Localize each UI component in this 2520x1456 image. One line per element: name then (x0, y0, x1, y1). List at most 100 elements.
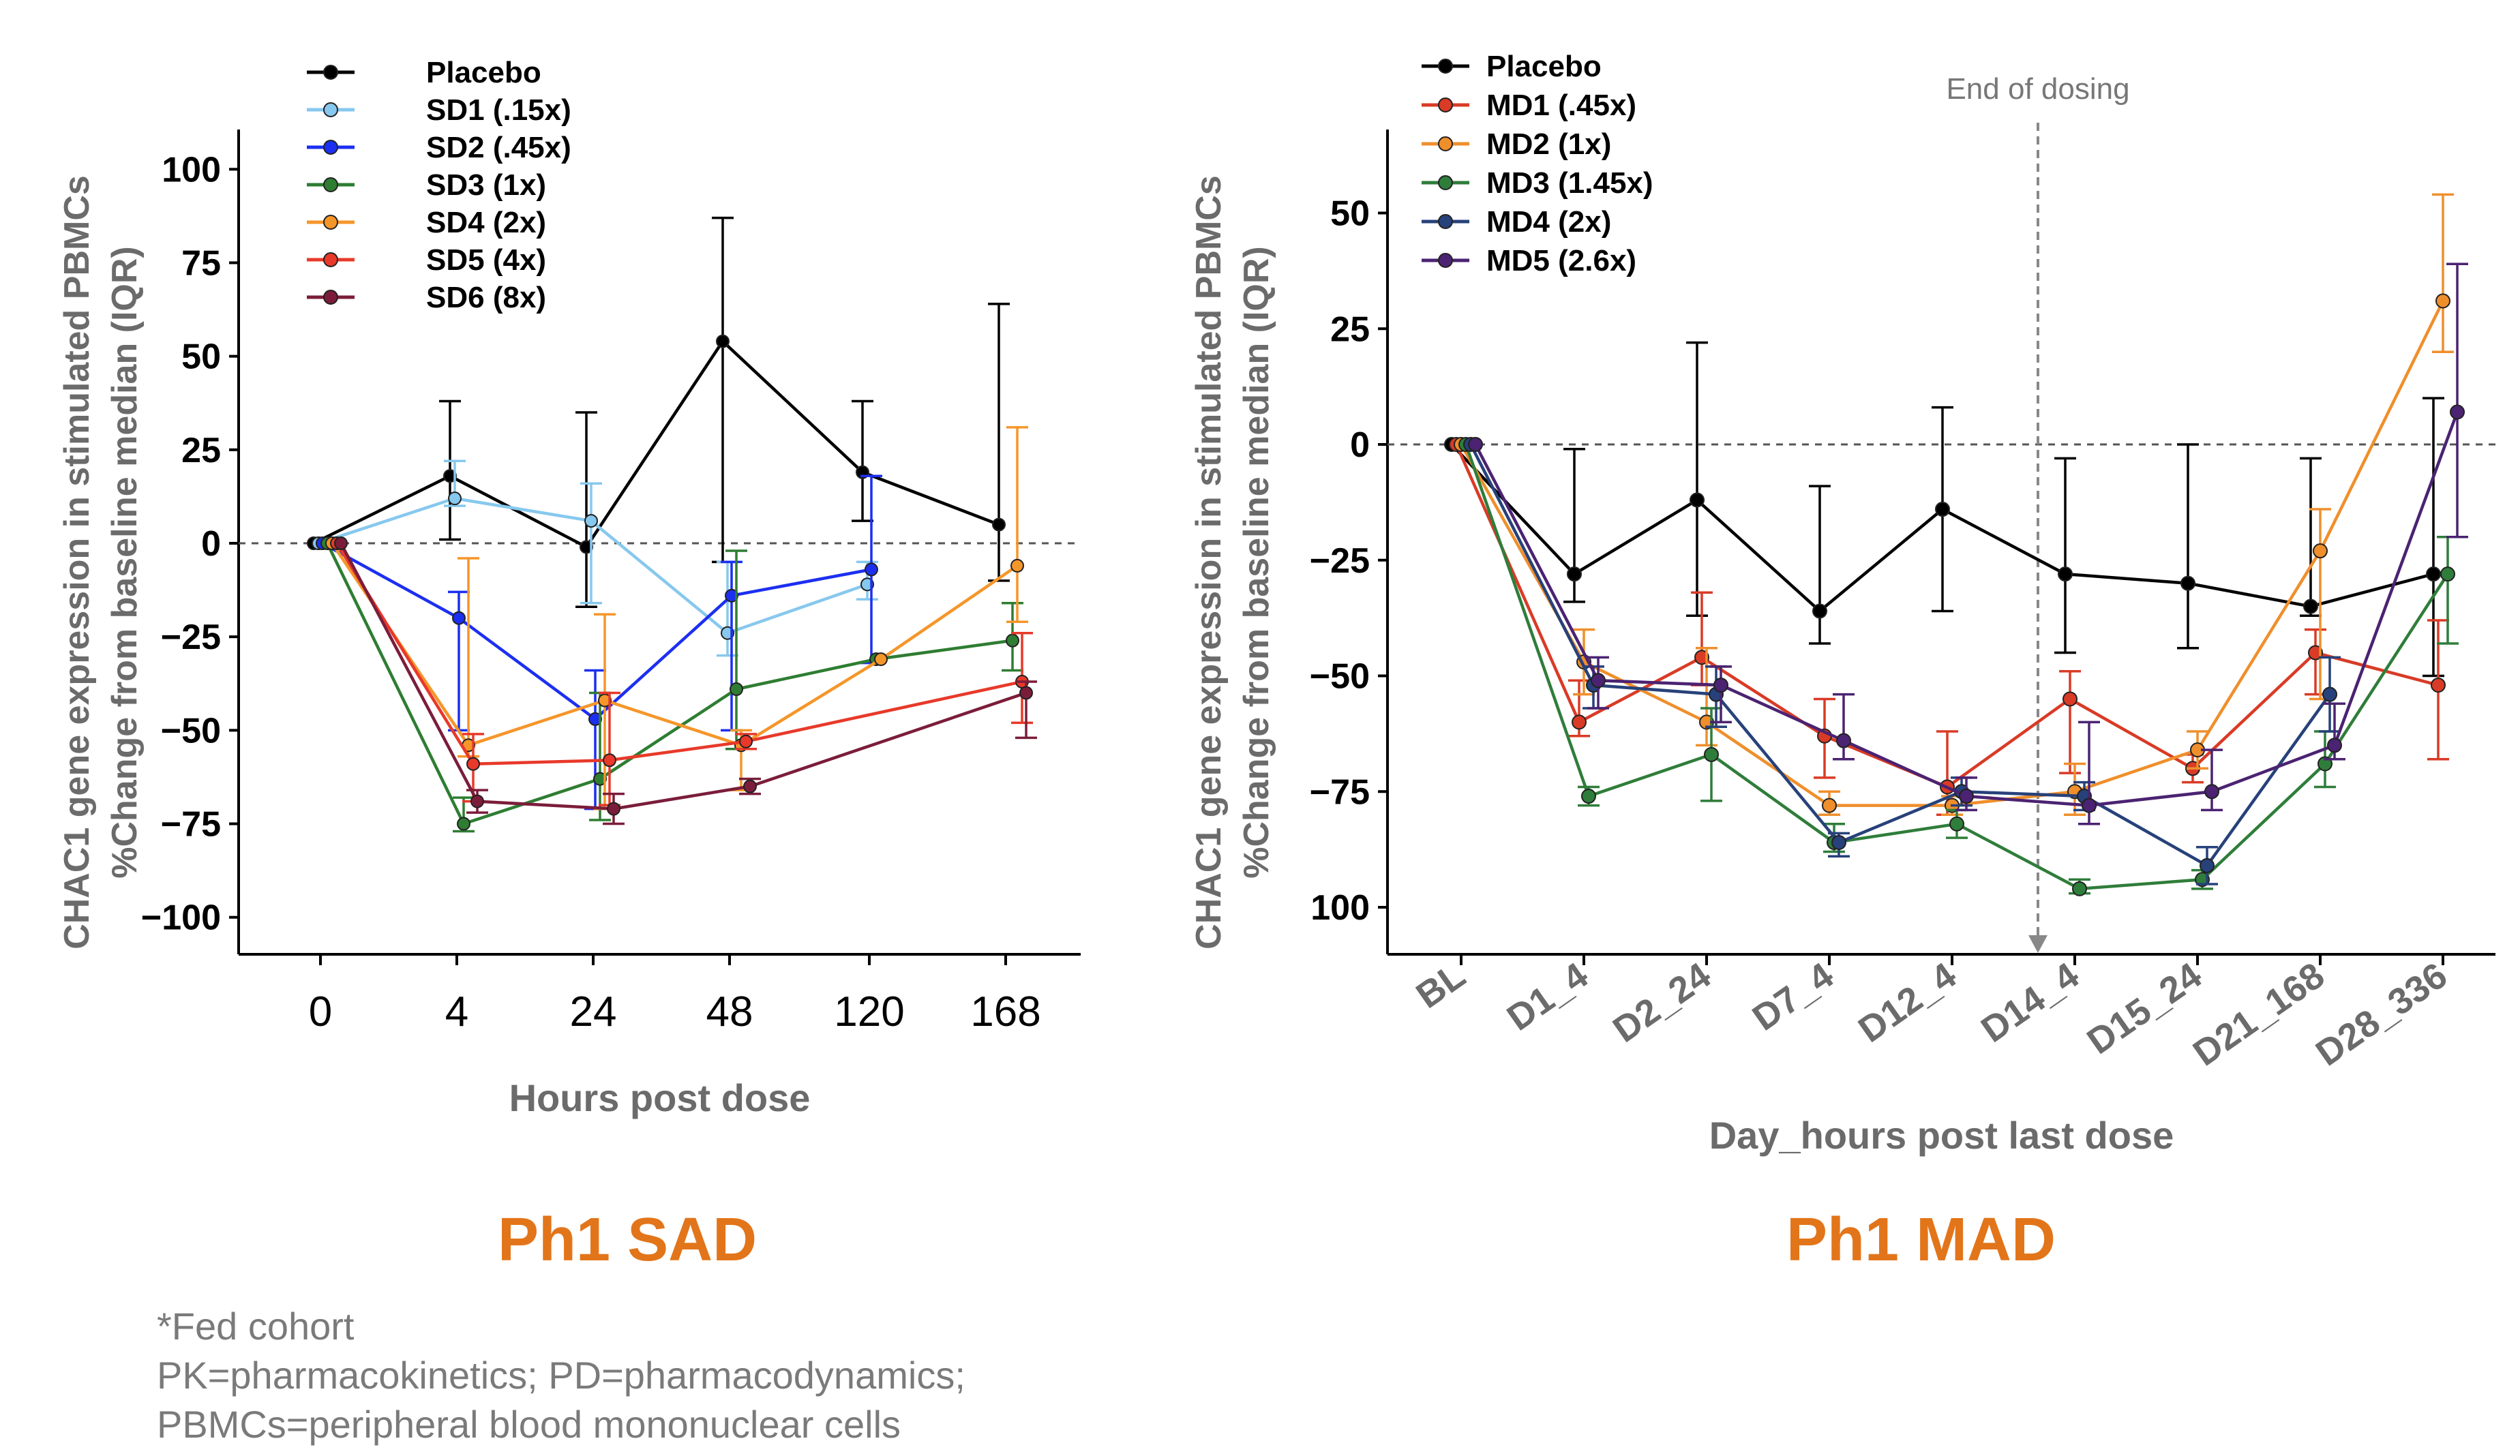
legend-label: Placebo (426, 56, 541, 89)
data-point (1831, 834, 1846, 850)
data-point (2322, 686, 2337, 702)
data-point (725, 588, 738, 603)
y-tick-label: −75 (161, 805, 221, 845)
series-md2 (1454, 193, 2454, 816)
data-point (1581, 789, 1596, 804)
data-point (2058, 566, 2073, 582)
y-tick-label: 0 (201, 524, 221, 564)
x-tick-label: 48 (706, 988, 753, 1035)
data-point (607, 802, 620, 816)
data-point (2195, 872, 2210, 888)
legend-swatch-marker (1438, 59, 1453, 74)
legend-label: SD4 (2x) (426, 206, 546, 239)
y-tick-label: −25 (161, 618, 221, 657)
data-point (1572, 714, 1587, 730)
data-point (2082, 798, 2097, 813)
legend-swatch-marker (1438, 253, 1453, 268)
data-point (865, 562, 878, 577)
footnote-pk-pd: PK=pharmacokinetics; PD=pharmacodynamics… (157, 1354, 965, 1397)
data-point (2327, 738, 2342, 753)
y-tick-label: 100 (1310, 888, 1370, 928)
series-line (325, 543, 1013, 826)
data-point (2072, 881, 2087, 896)
data-point (1836, 733, 1851, 748)
data-point (448, 491, 462, 506)
data-point (584, 514, 598, 528)
y-tick-label: 25 (1330, 309, 1370, 349)
series-line (331, 542, 1019, 747)
data-point (874, 652, 888, 667)
x-tick-label: BL (1409, 955, 1473, 1016)
data-point (2204, 784, 2219, 800)
data-point (2200, 858, 2215, 873)
legend-swatch-marker (323, 140, 338, 155)
data-point (588, 712, 602, 726)
data-point (2318, 756, 2332, 772)
y-axis-title: %Change from baseline median (IQR) (1237, 246, 1276, 879)
data-point (457, 817, 470, 831)
x-tick-label: D7_4 (1745, 955, 1841, 1039)
series-md5 (1468, 262, 2468, 825)
data-point (470, 794, 484, 808)
sad-chart: 100 75 50 25 0 −25 −50 −75 −100 0 4 24 48 120 168 Hours… (57, 56, 1081, 1119)
y-tick-label: −50 (161, 711, 221, 750)
y-tick-label: 50 (181, 337, 221, 377)
y-tick-label: −75 (1310, 772, 1370, 812)
data-point (1949, 816, 1964, 832)
x-tick-label: D2_24 (1606, 955, 1718, 1050)
data-point (466, 757, 480, 771)
data-point (2180, 575, 2195, 591)
y-tick-label: 100 (162, 150, 221, 189)
legend: Placebo SD1 (.15x) SD2 (.45x) SD3 (1x) SD4 (… (307, 56, 571, 314)
data-point (716, 334, 730, 348)
x-tick-label: 120 (834, 988, 904, 1035)
x-tick-label: 4 (445, 988, 468, 1035)
data-point (1567, 566, 1582, 582)
y-tick-label: 25 (181, 431, 221, 470)
data-point (598, 693, 612, 708)
data-point (1019, 686, 1033, 700)
x-axis-title: Day_hours post last dose (1709, 1114, 2174, 1157)
data-point (1812, 603, 1827, 619)
x-tick-label: D21_168 (2186, 955, 2332, 1074)
legend-label: MD4 (2x) (1486, 205, 1611, 239)
data-point (593, 772, 607, 786)
data-point (1822, 798, 1837, 813)
legend-label: MD2 (1x) (1486, 127, 1611, 161)
x-tick-label: D1_4 (1500, 955, 1595, 1039)
x-tick-label: 0 (309, 988, 332, 1035)
data-point (739, 734, 753, 748)
sad-caption: Ph1 SAD (498, 1206, 758, 1274)
legend-swatch-marker (323, 215, 338, 230)
data-point (1935, 502, 1950, 517)
data-point (2440, 566, 2455, 582)
data-point (1006, 633, 1019, 648)
series-md4 (1463, 437, 2341, 885)
data-point (2426, 566, 2441, 582)
y-tick-label: 50 (1330, 194, 1370, 234)
y-tick-label: 75 (181, 243, 221, 283)
x-tick-label: D14_4 (1974, 955, 2086, 1050)
data-point (580, 540, 593, 554)
data-point (1959, 789, 1974, 804)
series-line (340, 542, 1027, 810)
data-point (603, 753, 616, 768)
series-line (313, 339, 1000, 549)
mad-caption: Ph1 MAD (1786, 1206, 2056, 1274)
legend-label: Placebo (1486, 50, 1602, 83)
data-point (1010, 558, 1024, 573)
legend-swatch-marker (1438, 97, 1453, 112)
data-point (2313, 543, 2328, 559)
data-point (1468, 437, 1483, 452)
data-point (1713, 678, 1728, 693)
legend-label: SD5 (4x) (426, 243, 546, 277)
x-axis-title: Hours post dose (509, 1076, 811, 1119)
legend-label: SD6 (8x) (426, 281, 546, 314)
mad-chart: 50 25 0 −25 −50 −75 100 BL D1_4 D2_24 D7_4 D12_4 D14… (1189, 50, 2495, 1157)
data-point (1694, 650, 1709, 665)
footnote-pbmcs: PBMCs=peripheral blood mononuclear cells (157, 1403, 901, 1446)
legend: Placebo MD1 (.45x) MD2 (1x) MD3 (1.45x) MD4 … (1422, 50, 1653, 277)
legend-label: SD1 (.15x) (426, 93, 571, 127)
data-point (2303, 598, 2318, 614)
